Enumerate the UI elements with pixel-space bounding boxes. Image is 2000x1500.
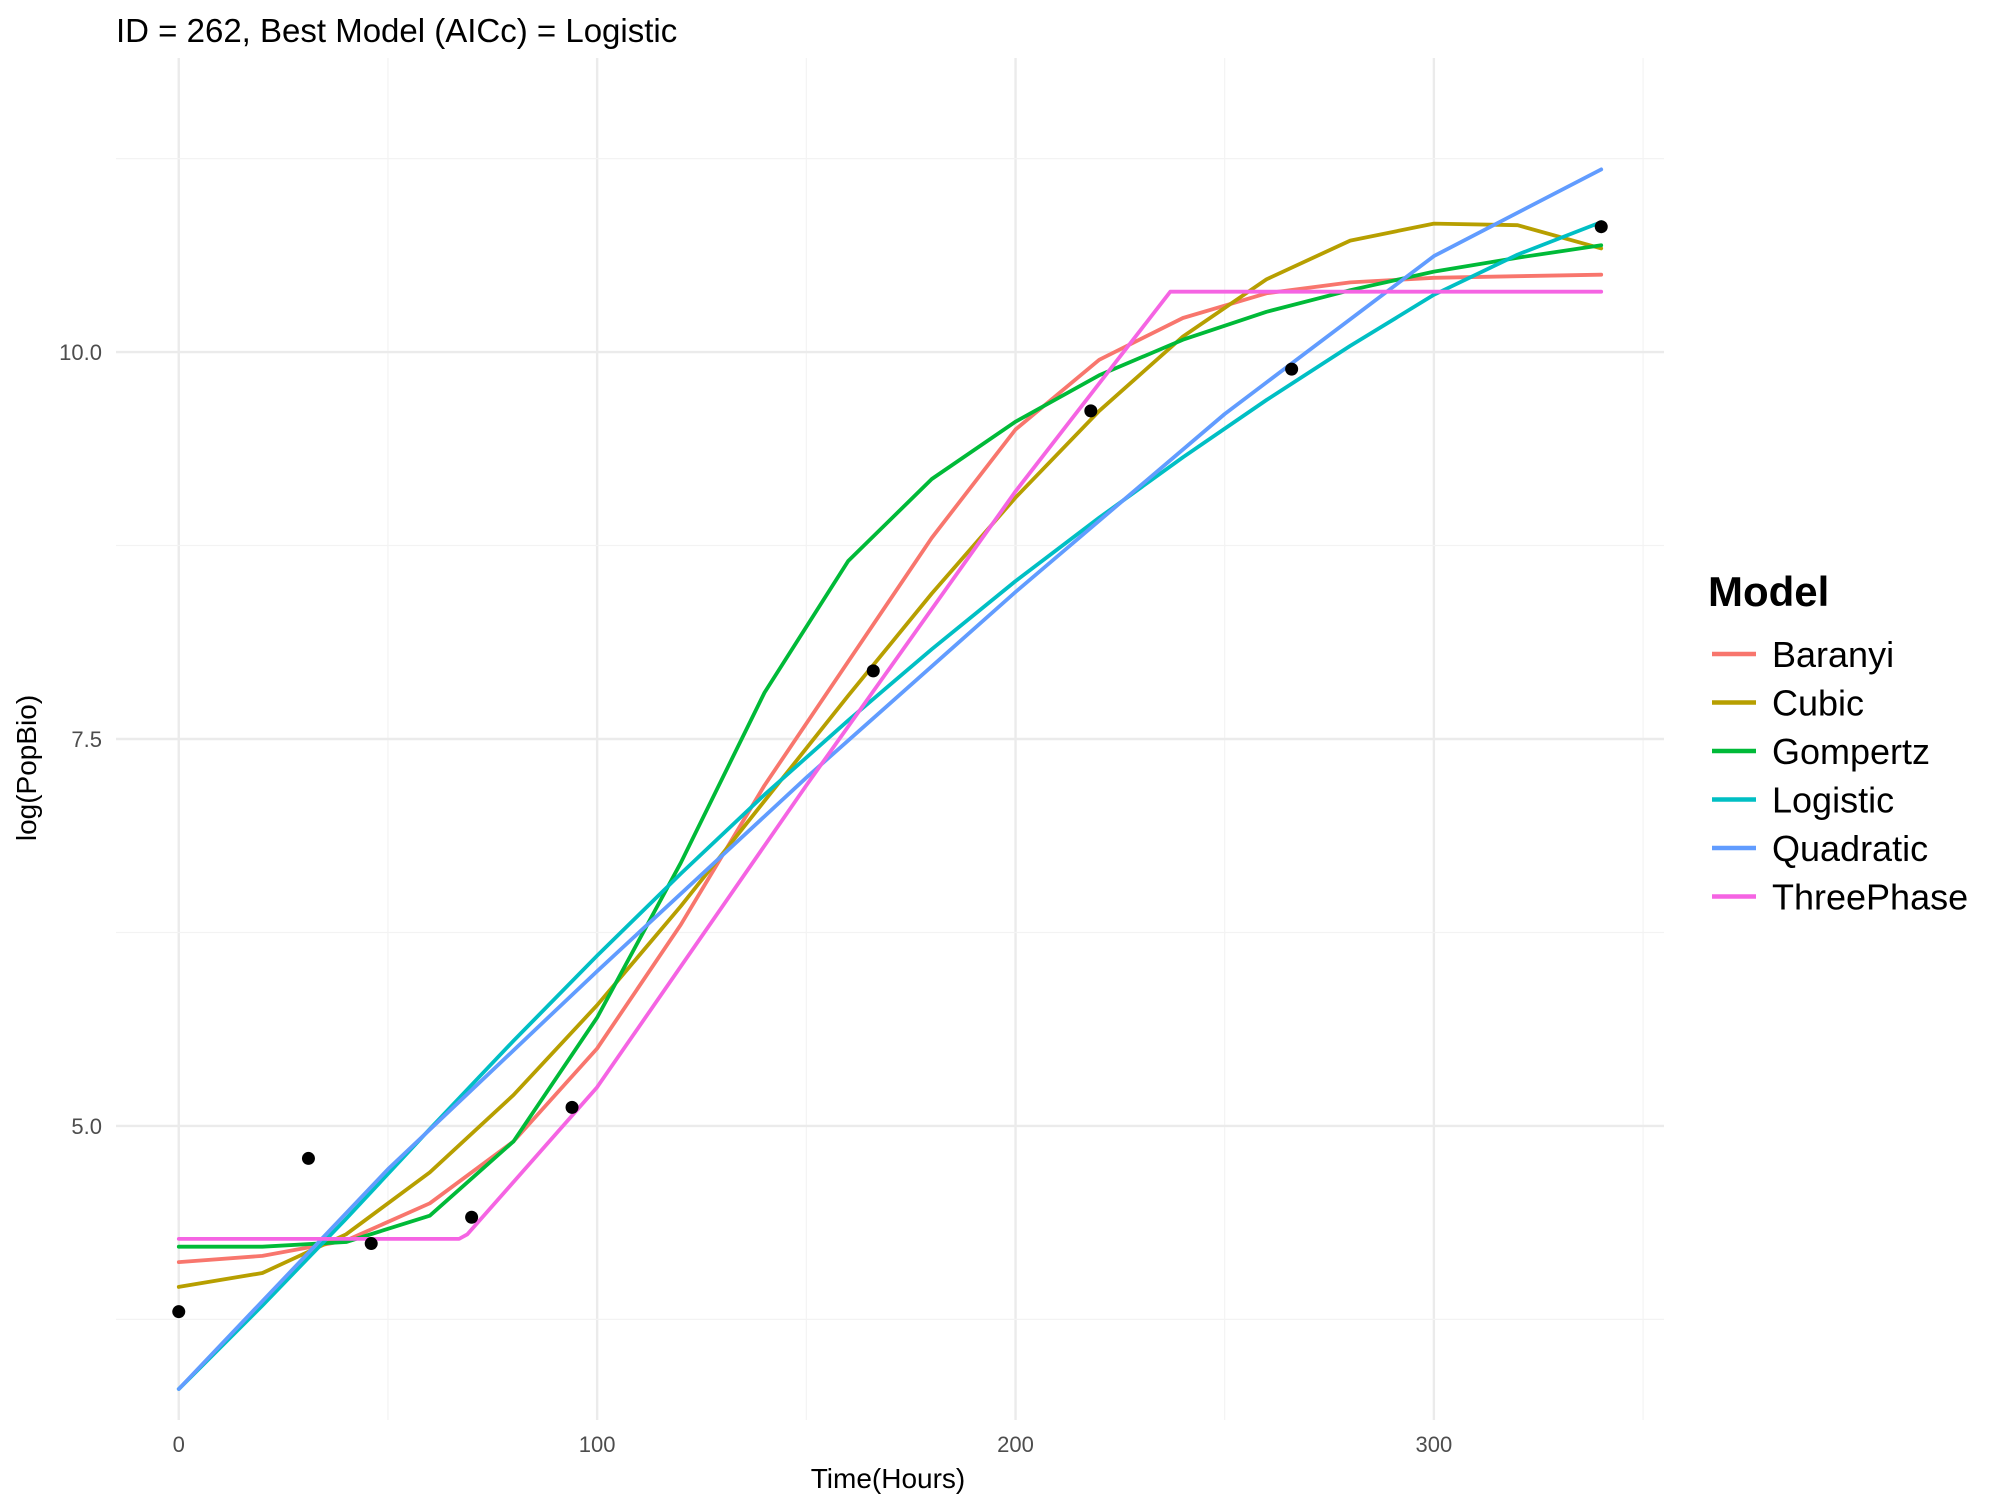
y-tick-label: 10.0 xyxy=(59,340,102,365)
data-point xyxy=(565,1100,579,1114)
y-tick-label: 7.5 xyxy=(71,727,102,752)
legend-label: ThreePhase xyxy=(1772,877,1968,918)
data-point xyxy=(465,1210,479,1224)
grid xyxy=(116,58,1664,1420)
series-line-logistic xyxy=(176,220,1604,1391)
y-tick-label: 5.0 xyxy=(71,1114,102,1139)
data-point xyxy=(301,1151,315,1165)
legend-title: Model xyxy=(1708,568,1829,615)
series-line-quadratic xyxy=(176,167,1604,1391)
y-axis-ticks: 5.0 7.5 10.0 xyxy=(59,340,102,1139)
legend-label: Cubic xyxy=(1772,683,1864,724)
legend-item-cubic: Cubic xyxy=(1712,683,1864,724)
legend-item-threephase: ThreePhase xyxy=(1712,877,1968,918)
legend-label: Logistic xyxy=(1772,780,1894,821)
series-line-cubic xyxy=(176,221,1604,1289)
y-axis-title: log(PopBio) xyxy=(11,695,42,841)
data-point xyxy=(364,1237,378,1251)
data-point xyxy=(1084,404,1098,418)
legend-label: Baranyi xyxy=(1772,634,1894,675)
data-point xyxy=(1594,220,1608,234)
series-line-threephase xyxy=(176,289,1604,1241)
legend-label: Gompertz xyxy=(1772,731,1930,772)
legend-label: Quadratic xyxy=(1772,828,1928,869)
series-line-gompertz xyxy=(176,243,1604,1249)
legend-item-gompertz: Gompertz xyxy=(1712,731,1930,772)
legend-item-logistic: Logistic xyxy=(1712,780,1894,821)
legend-item-quadratic: Quadratic xyxy=(1712,828,1928,869)
x-tick-label: 300 xyxy=(1416,1432,1453,1457)
data-point xyxy=(866,664,880,678)
series-line-baranyi xyxy=(176,272,1604,1264)
data-points xyxy=(172,220,1608,1319)
x-axis-ticks: 0 100 200 300 xyxy=(173,1432,1453,1457)
x-tick-label: 100 xyxy=(579,1432,616,1457)
x-tick-label: 0 xyxy=(173,1432,185,1457)
x-axis-title: Time(Hours) xyxy=(811,1463,966,1494)
chart-title: ID = 262, Best Model (AICc) = Logistic xyxy=(116,12,677,49)
legend-items: Baranyi Cubic Gompertz Logistic Quadratic Thr… xyxy=(1712,634,1968,918)
legend-item-baranyi: Baranyi xyxy=(1712,634,1894,675)
data-point xyxy=(1285,362,1299,376)
data-point xyxy=(172,1305,186,1319)
x-tick-label: 200 xyxy=(997,1432,1034,1457)
legend: Model Baranyi Cubic Gompertz Logistic Quadra… xyxy=(1708,568,1968,918)
series-lines xyxy=(176,167,1604,1391)
